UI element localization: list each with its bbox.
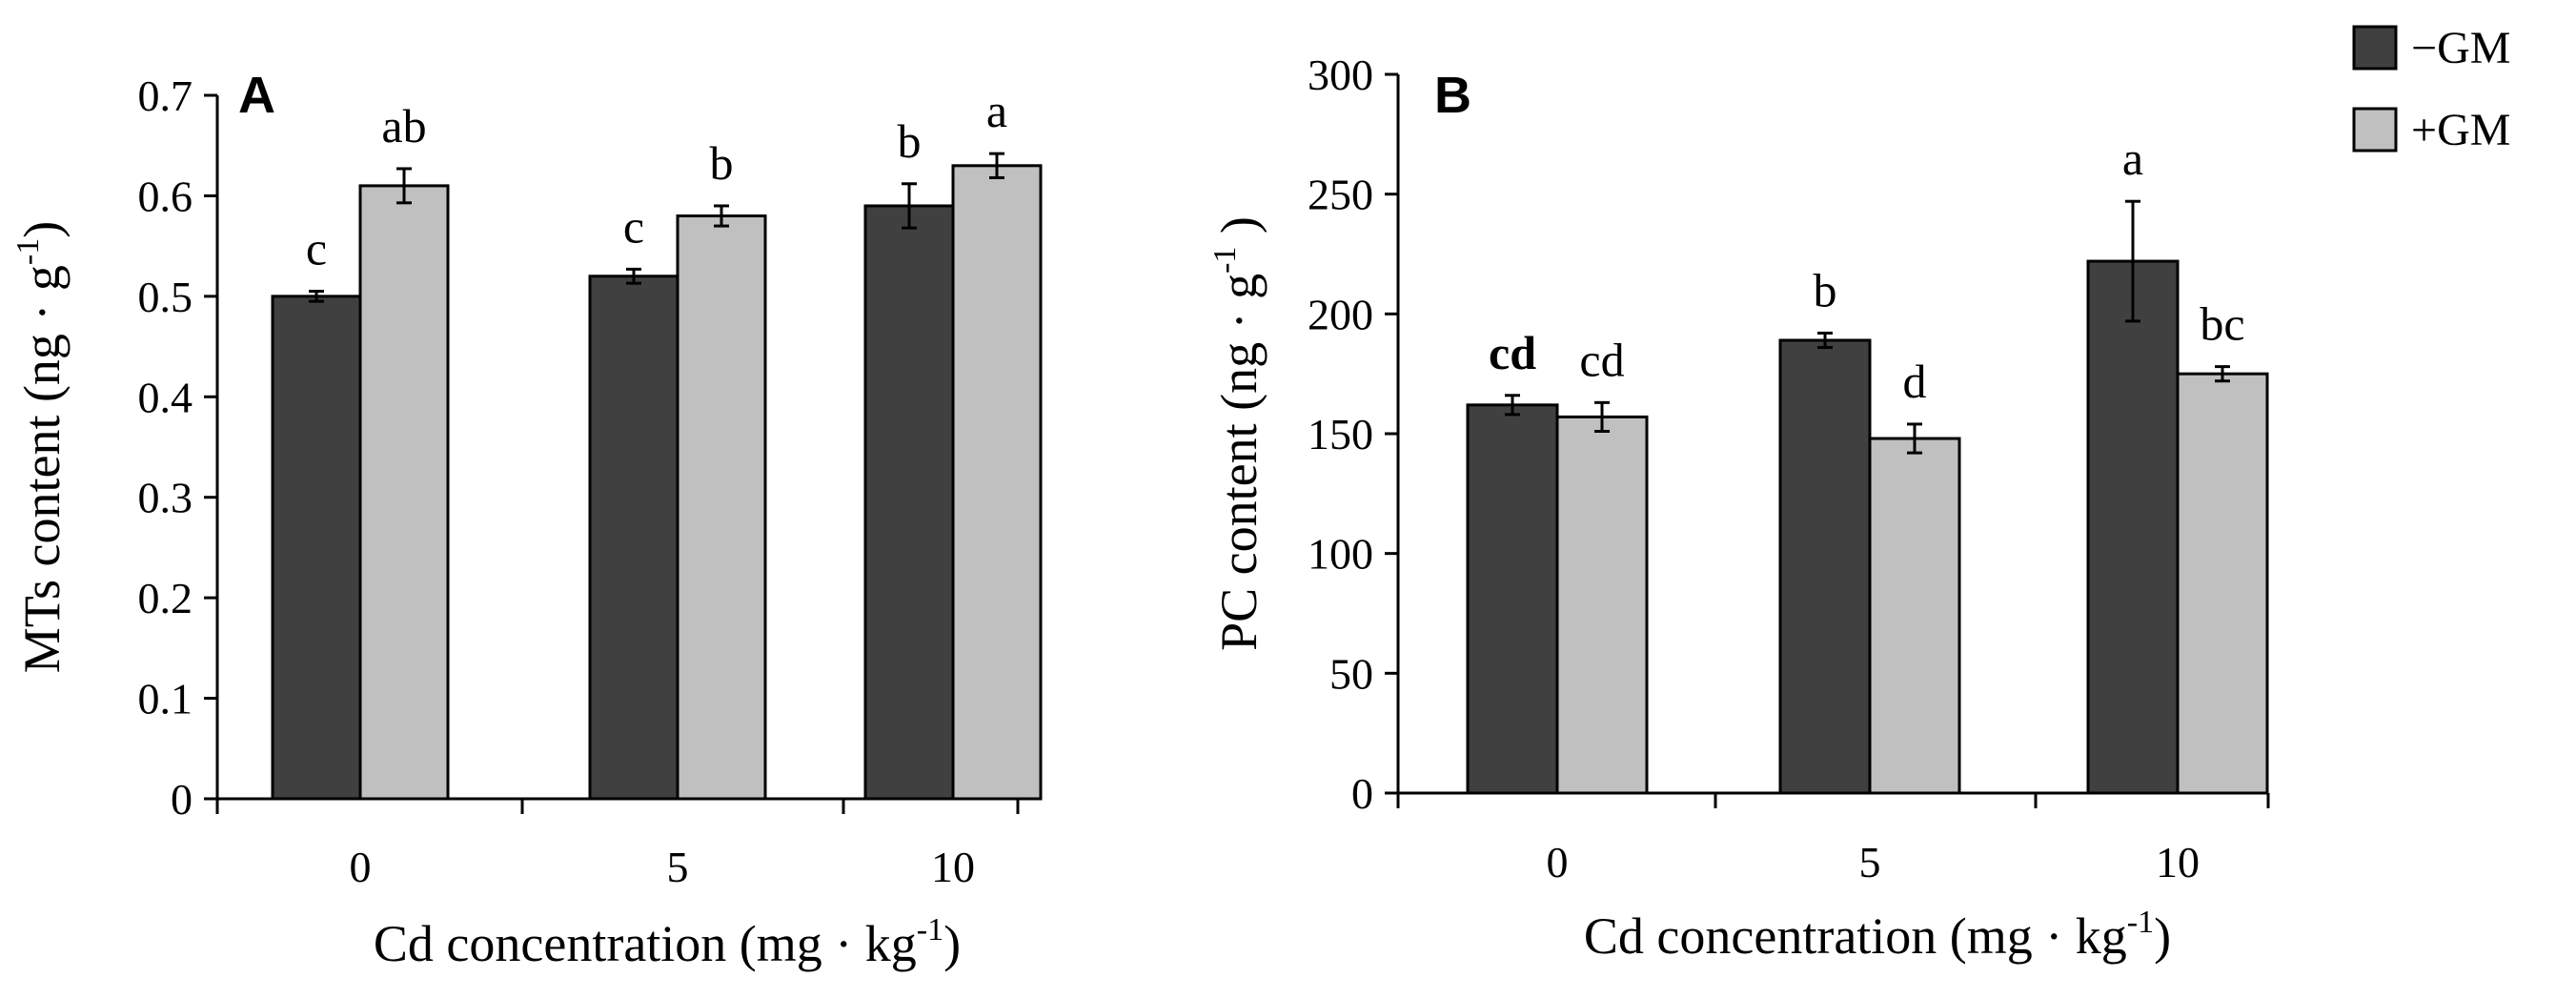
legend-label: +GM (2411, 105, 2510, 155)
y-tick-label: 0 (1351, 769, 1373, 818)
y-tick-label: 0.5 (138, 273, 193, 321)
legend-swatch (2352, 25, 2398, 71)
y-tick-label: 0.7 (138, 71, 193, 120)
bar-plus-gm-5 (1868, 437, 1961, 795)
significance-label: b (898, 114, 922, 168)
bar-plus-gm-5 (676, 214, 767, 801)
significance-label: b (1814, 263, 1837, 316)
x-tick-label: 0 (1547, 838, 1569, 886)
bar-plus-gm-0 (1555, 415, 1649, 795)
legend-label: −GM (2411, 23, 2510, 73)
significance-label: c (623, 199, 644, 253)
chart-panel-a: 0 0.1 0.2 0.3 0.4 0.5 0.6 0.7 c ab 0 c b 5 b a 10 A Cd con… (10, 67, 1043, 972)
bar-minus-gm-10 (2086, 259, 2180, 795)
y-tick-label: 50 (1329, 649, 1373, 698)
y-tick-label: 250 (1308, 171, 1373, 219)
legend: −GM +GM (2352, 23, 2510, 155)
y-tick-label: 0.4 (138, 373, 193, 421)
x-tick-label: 10 (931, 843, 975, 891)
significance-label: cd (1489, 326, 1536, 379)
x-tick-label: 5 (667, 843, 689, 891)
y-tick-label: 300 (1308, 51, 1373, 99)
y-axis-label: MTs content (ng · g-1) (10, 221, 71, 673)
x-tick-label: 10 (2156, 838, 2200, 886)
y-tick-label: 0.3 (138, 474, 193, 522)
y-tick-label: 200 (1308, 290, 1373, 338)
significance-label: b (710, 136, 734, 190)
significance-label: a (986, 84, 1007, 137)
bar-minus-gm-5 (588, 275, 679, 801)
significance-label: d (1903, 355, 1927, 408)
bar-minus-gm-10 (863, 204, 955, 801)
bar-plus-gm-10 (2176, 372, 2269, 795)
x-tick-label: 5 (1859, 838, 1881, 886)
x-axis-label: Cd concentration (mg · kg-1) (374, 912, 961, 972)
bar-minus-gm-0 (1466, 403, 1559, 795)
panel-letter: A (238, 67, 275, 124)
significance-label: c (306, 222, 327, 275)
y-tick-label: 0.1 (138, 675, 193, 723)
chart-panel-b: 0 50 100 150 200 250 300 cd cd 0 b d 5 a bc 10 B Cd conce… (1207, 51, 2270, 965)
x-tick-label: 0 (350, 843, 372, 891)
y-tick-label: 0.6 (138, 172, 193, 220)
y-tick-label: 0 (171, 775, 193, 824)
legend-swatch (2352, 107, 2398, 153)
x-axis-label: Cd concentration (mg · kg-1) (1584, 905, 2171, 965)
bar-minus-gm-5 (1778, 338, 1872, 795)
y-axis-label: PC content (ng · g-1 ) (1207, 216, 1268, 651)
bar-minus-gm-0 (271, 295, 362, 801)
significance-label: bc (2200, 297, 2244, 351)
bar-plus-gm-0 (358, 184, 450, 801)
panel-letter: B (1434, 67, 1471, 124)
y-tick-label: 100 (1308, 530, 1373, 579)
y-tick-label: 0.2 (138, 574, 193, 622)
significance-label: ab (381, 99, 426, 153)
significance-label: cd (1579, 333, 1624, 386)
bar-plus-gm-10 (951, 164, 1043, 801)
y-tick-label: 150 (1308, 410, 1373, 458)
significance-label: a (2122, 132, 2143, 185)
